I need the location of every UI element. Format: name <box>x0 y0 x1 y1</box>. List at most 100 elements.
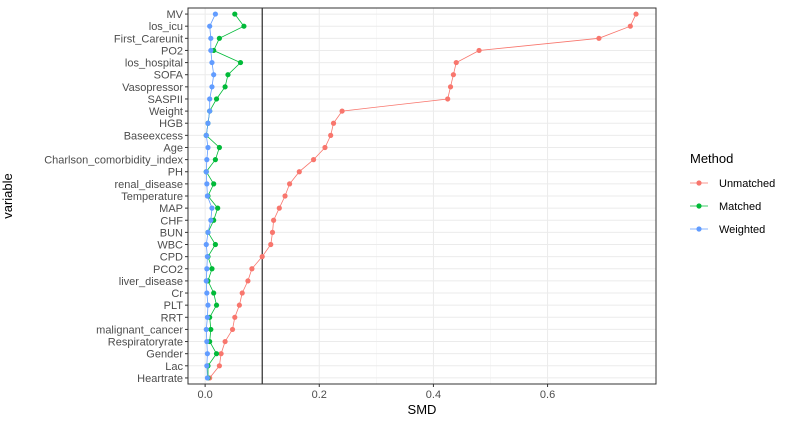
x-axis: 0.0 0.2 0.4 0.6 <box>197 384 555 401</box>
y-tick-label: renal_disease <box>115 179 184 191</box>
y-tick-label: Weight <box>149 106 183 118</box>
legend-item-unmatched: Unmatched <box>690 178 775 190</box>
data-point-unmatched-weight <box>339 108 345 114</box>
y-tick-label: los_icu <box>149 21 183 33</box>
y-tick-label: Age <box>163 142 183 154</box>
y-tick-label: PH <box>168 167 183 179</box>
data-point-matched-sofa <box>225 72 231 78</box>
x-tick-label: 0.2 <box>312 389 327 401</box>
data-point-unmatched-respiratoryrate <box>222 338 228 345</box>
x-axis-title: SMD <box>408 402 437 417</box>
series-layer <box>203 11 639 381</box>
data-point-weighted-rrt <box>204 314 211 320</box>
data-point-unmatched-po2 <box>476 47 482 54</box>
legend-label: Unmatched <box>719 178 775 190</box>
data-point-unmatched-saspii <box>445 96 451 102</box>
data-point-unmatched-cr <box>239 290 245 296</box>
data-point-unmatched-map <box>276 205 282 211</box>
data-point-unmatched-mv <box>633 11 639 17</box>
legend-label: Matched <box>719 201 761 213</box>
data-point-weighted-chf <box>208 217 214 223</box>
data-point-matched-mv <box>232 11 238 17</box>
data-point-weighted-los-icu <box>207 23 213 29</box>
x-tick-label: 0.6 <box>540 389 555 401</box>
y-tick-label: Heartrate <box>137 373 183 385</box>
data-point-weighted-cr <box>204 290 210 296</box>
data-point-unmatched-age <box>322 144 328 151</box>
data-point-unmatched-wbc <box>268 241 274 248</box>
data-point-weighted-renal-disease <box>204 181 210 187</box>
data-point-unmatched-hgb <box>330 120 337 126</box>
data-point-weighted-weight <box>207 108 213 114</box>
legend-key-point <box>696 203 702 209</box>
y-tick-label: CPD <box>160 252 183 264</box>
data-point-matched-first-careunit <box>216 35 222 41</box>
legend-item-weighted: Weighted <box>690 224 765 236</box>
data-point-weighted-mv <box>212 11 218 17</box>
data-point-matched-vasopressor <box>222 84 228 90</box>
y-axis-title: variable <box>0 173 15 219</box>
data-point-matched-wbc <box>212 241 218 248</box>
data-point-unmatched-bun <box>269 229 276 235</box>
data-point-unmatched-malignant-cancer <box>229 326 236 333</box>
data-point-weighted-vasopressor <box>209 84 215 90</box>
data-point-unmatched-los-hospital <box>453 59 459 66</box>
data-point-matched-gender <box>213 351 220 357</box>
y-tick-label: CHF <box>160 215 183 227</box>
y-tick-label: PCO2 <box>153 264 183 276</box>
data-point-weighted-baseexcess <box>203 132 209 138</box>
data-point-matched-renal-disease <box>211 181 217 187</box>
data-point-weighted-bun <box>205 229 211 235</box>
data-point-unmatched-baseexcess <box>328 132 334 138</box>
data-point-weighted-los-hospital <box>209 59 215 66</box>
data-point-weighted-sofa <box>211 72 217 78</box>
data-point-weighted-gender <box>204 351 211 357</box>
x-tick-label: 0.0 <box>197 389 212 401</box>
data-point-matched-pco2 <box>209 266 215 272</box>
legend-key-point <box>696 226 702 232</box>
data-point-unmatched-rrt <box>232 314 238 320</box>
data-point-weighted-pco2 <box>204 266 210 272</box>
data-point-weighted-heartrate <box>204 375 211 381</box>
data-point-weighted-malignant-cancer <box>203 326 209 333</box>
data-point-matched-malignant-cancer <box>208 326 214 333</box>
y-tick-label: Cr <box>171 288 183 300</box>
data-point-weighted-saspii <box>207 96 213 102</box>
data-point-unmatched-gender <box>218 351 224 357</box>
y-tick-label: Lac <box>165 361 183 373</box>
legend: Method Unmatched Matched Weighted <box>690 151 775 236</box>
data-point-matched-saspii <box>213 96 220 102</box>
y-tick-label: SOFA <box>154 70 184 82</box>
data-point-weighted-wbc <box>203 241 209 248</box>
data-point-weighted-lac <box>204 363 210 369</box>
series-weighted <box>203 11 218 381</box>
y-tick-label: Vasopressor <box>122 82 183 94</box>
data-point-matched-charlson-comorbidity-index <box>212 157 218 163</box>
data-point-matched-map <box>215 205 221 211</box>
data-point-weighted-map <box>209 205 215 211</box>
data-point-unmatched-pco2 <box>249 266 255 272</box>
data-point-weighted-cpd <box>204 254 211 260</box>
data-point-matched-cr <box>211 290 217 296</box>
legend-item-matched: Matched <box>690 201 761 213</box>
data-point-weighted-first-careunit <box>208 35 214 41</box>
data-point-unmatched-charlson-comorbidity-index <box>310 157 317 163</box>
data-point-weighted-ph <box>203 169 209 175</box>
data-point-weighted-age <box>205 144 211 151</box>
data-point-weighted-charlson-comorbidity-index <box>204 157 210 163</box>
y-tick-label: Charlson_comorbidity_index <box>44 155 183 167</box>
data-point-unmatched-lac <box>216 363 222 369</box>
data-point-matched-age <box>216 144 222 151</box>
x-tick-label: 0.4 <box>426 389 441 401</box>
legend-title: Method <box>690 151 733 166</box>
y-tick-label: WBC <box>157 240 183 252</box>
y-tick-label: PO2 <box>161 45 183 57</box>
y-tick-label: BUN <box>160 227 183 239</box>
data-point-unmatched-ph <box>296 169 302 175</box>
y-tick-label: Respiratoryrate <box>108 337 183 349</box>
data-point-unmatched-los-icu <box>627 23 633 29</box>
data-point-unmatched-temperature <box>282 193 288 199</box>
y-tick-label: malignant_cancer <box>96 324 183 336</box>
data-point-weighted-plt <box>205 302 211 308</box>
